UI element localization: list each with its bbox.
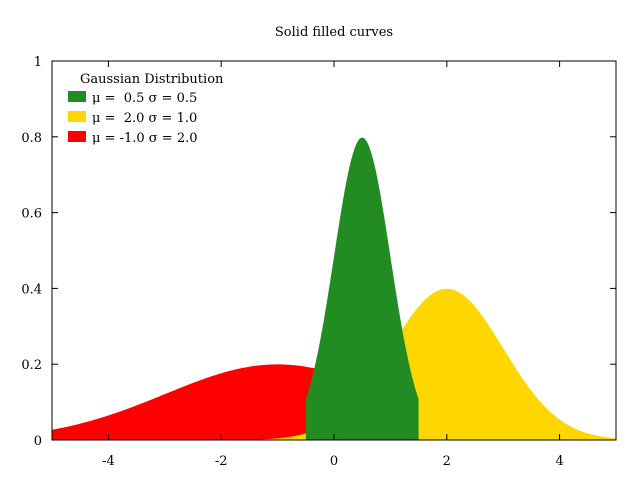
legend-label-3: μ = -1.0 σ = 2.0 bbox=[92, 131, 198, 146]
series-area-1 bbox=[305, 137, 419, 440]
x-tick-label: -2 bbox=[215, 454, 228, 469]
x-tick-label: 2 bbox=[443, 454, 451, 469]
legend-swatch-1 bbox=[68, 91, 86, 102]
x-tick-label: 4 bbox=[555, 454, 563, 469]
series-areas bbox=[52, 137, 616, 440]
legend-swatch-3 bbox=[68, 131, 86, 142]
y-tick-label: 0.4 bbox=[21, 282, 42, 297]
y-tick-label: 0 bbox=[34, 434, 42, 449]
chart-title: Solid filled curves bbox=[275, 25, 393, 40]
series-area-2 bbox=[52, 288, 616, 440]
legend-label-1: μ = 0.5 σ = 0.5 bbox=[92, 91, 197, 106]
legend-title: Gaussian Distribution bbox=[80, 72, 224, 87]
y-tick-label: 1 bbox=[34, 55, 42, 70]
legend-label-2: μ = 2.0 σ = 1.0 bbox=[92, 111, 197, 126]
legend: Gaussian Distribution μ = 0.5 σ = 0.5 μ =… bbox=[68, 72, 224, 146]
y-tick-label: 0.6 bbox=[21, 207, 42, 222]
y-tick-label: 0.2 bbox=[21, 358, 42, 373]
x-tick-label: -4 bbox=[102, 454, 115, 469]
legend-swatch-2 bbox=[68, 111, 86, 122]
axis-ticks: -4 -2 0 2 4 0 0.2 0.4 0.6 0.8 1 bbox=[21, 55, 616, 469]
y-tick-label: 0.8 bbox=[21, 131, 42, 146]
x-tick-label: 0 bbox=[330, 454, 338, 469]
